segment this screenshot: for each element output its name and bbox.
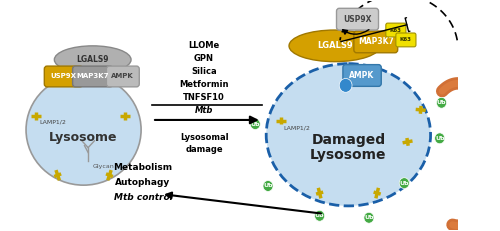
FancyBboxPatch shape [106,66,140,87]
Text: Lysosomal: Lysosomal [180,133,228,142]
FancyBboxPatch shape [396,33,416,47]
Text: Damaged: Damaged [312,133,386,147]
Ellipse shape [289,30,380,62]
Text: AMPK: AMPK [350,71,374,80]
Text: Silica: Silica [192,67,217,76]
Circle shape [340,79,352,92]
Text: Ub: Ub [400,181,409,186]
Circle shape [263,181,273,191]
Text: LGALS9: LGALS9 [76,55,109,64]
FancyBboxPatch shape [386,23,406,37]
Text: USP9X: USP9X [50,73,76,79]
Text: MAP3K7: MAP3K7 [358,37,394,46]
Circle shape [250,119,260,130]
Text: LC3: LC3 [483,219,493,224]
Text: K63: K63 [390,27,402,33]
Text: LAMP1/2: LAMP1/2 [39,119,66,124]
Text: Glycan: Glycan [92,164,114,169]
FancyBboxPatch shape [72,66,113,87]
Text: Ub: Ub [435,136,444,141]
Text: Autophagy: Autophagy [116,178,170,187]
Text: Mtb: Mtb [195,106,214,115]
Text: TNFSF10: TNFSF10 [183,93,225,102]
FancyBboxPatch shape [44,66,82,87]
Text: LC3: LC3 [495,108,500,112]
Ellipse shape [26,75,141,185]
Text: Metformin: Metformin [180,80,229,89]
Circle shape [495,179,500,190]
Text: Ub: Ub [250,122,260,127]
Text: Lysosome: Lysosome [50,131,118,144]
Ellipse shape [266,64,430,206]
Circle shape [495,105,500,116]
Text: LLOMe: LLOMe [188,41,220,50]
Text: Ub: Ub [437,100,446,105]
Text: LAMP1/2: LAMP1/2 [284,125,310,130]
FancyBboxPatch shape [336,8,378,30]
Text: Ub: Ub [315,213,324,218]
Text: Lysosome: Lysosome [310,148,386,161]
Text: Ub: Ub [364,215,374,220]
FancyBboxPatch shape [343,65,382,86]
Circle shape [436,97,446,108]
Text: USP9X: USP9X [344,15,372,24]
Text: LC3: LC3 [495,182,500,187]
Text: LGALS9: LGALS9 [317,41,352,50]
Text: Ub: Ub [264,183,273,188]
Text: GPN: GPN [194,54,214,63]
FancyBboxPatch shape [354,31,398,53]
Ellipse shape [54,46,131,73]
Text: AMPK: AMPK [112,73,134,79]
Text: damage: damage [186,145,223,154]
Circle shape [314,210,324,221]
Text: K63: K63 [400,37,412,43]
Text: MAP3K7: MAP3K7 [76,73,109,79]
Circle shape [364,212,374,223]
Circle shape [434,133,444,144]
Text: Metabolism: Metabolism [114,163,172,172]
Circle shape [399,178,409,188]
Circle shape [483,216,493,227]
Text: Mtb control: Mtb control [114,192,172,201]
